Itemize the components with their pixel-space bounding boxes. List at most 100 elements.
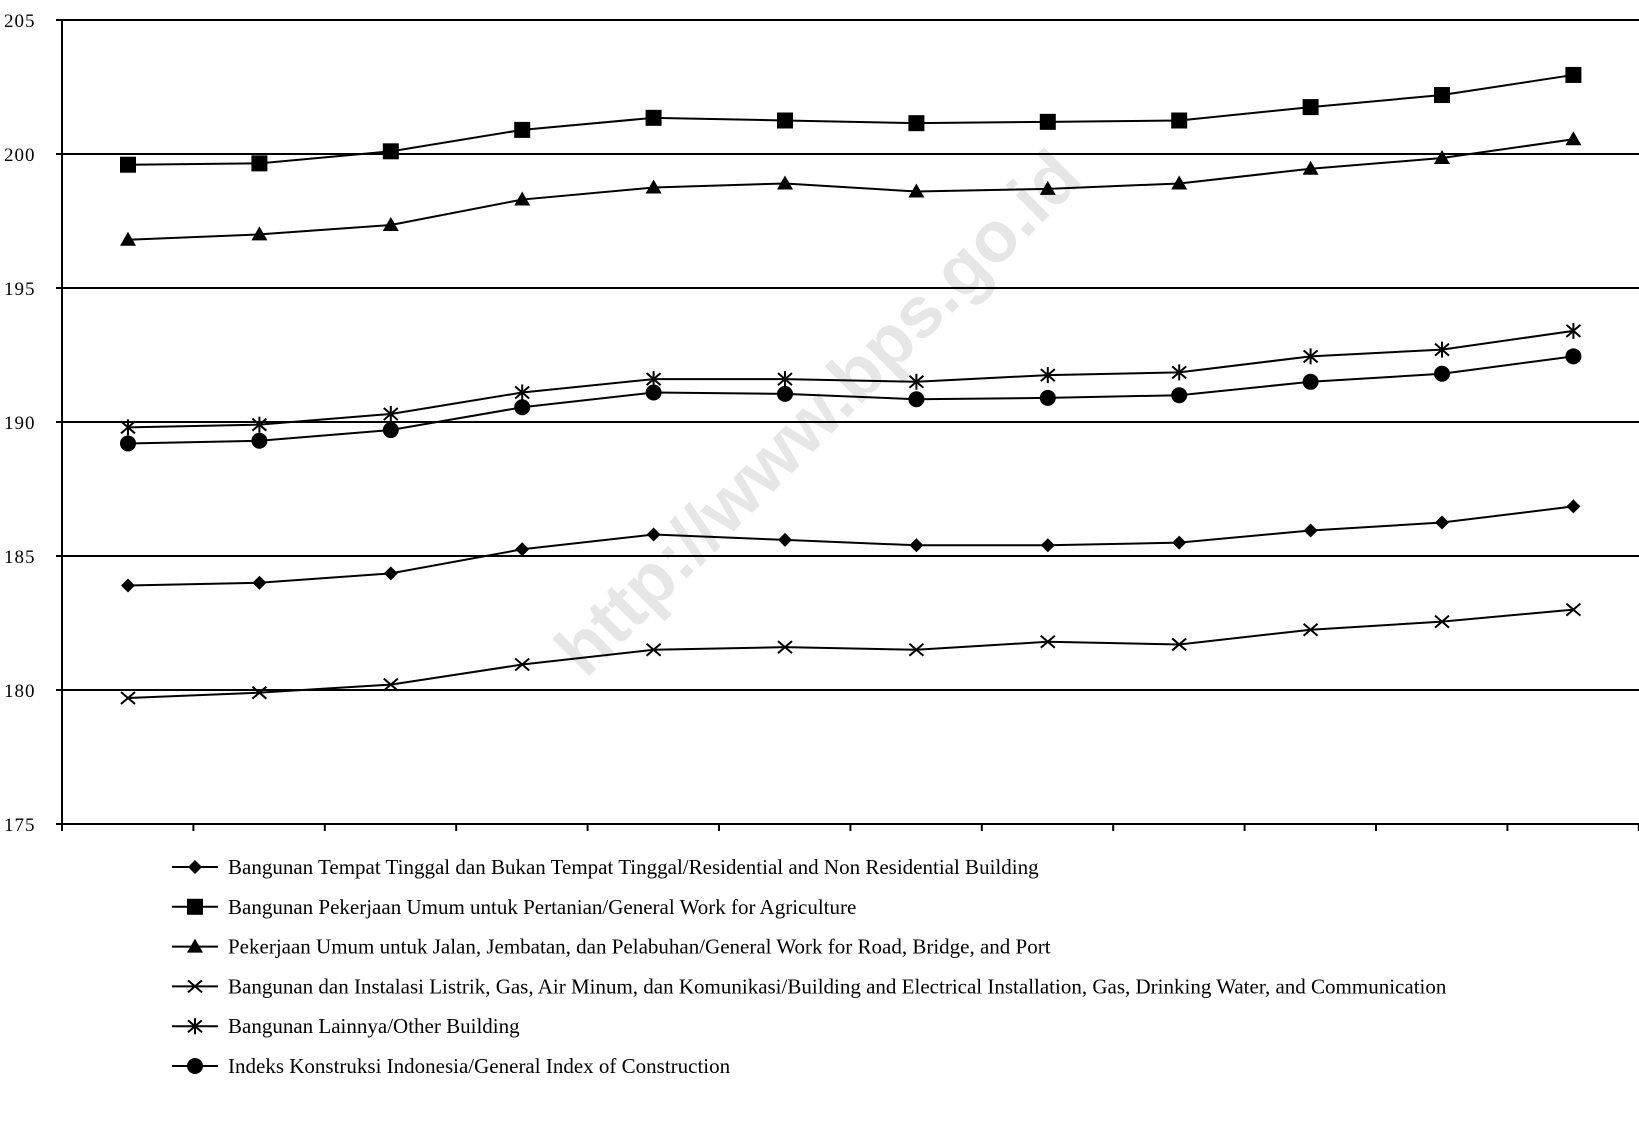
series-5-point-2 bbox=[251, 416, 268, 433]
legend-swatch-marker-2 bbox=[187, 898, 203, 915]
legend-swatch-marker-4 bbox=[187, 979, 203, 994]
series-6-point-7 bbox=[908, 391, 925, 408]
series-6-point-12 bbox=[1565, 348, 1582, 365]
series-1-point-8 bbox=[1040, 538, 1055, 553]
series-1-point-5 bbox=[646, 527, 661, 542]
series-1 bbox=[121, 499, 1581, 593]
y-axis-ticks: 175 180 185 190 195 200 205 bbox=[4, 11, 62, 836]
series-3-point-9 bbox=[1171, 175, 1188, 190]
series-5-point-11 bbox=[1434, 341, 1450, 358]
series-3-line bbox=[127, 138, 1574, 241]
legend-swatch-marker-5 bbox=[187, 1018, 203, 1035]
legend-label-2: Bangunan Pekerjaan Umum untuk Pertanian/… bbox=[228, 895, 856, 919]
series-3 bbox=[120, 131, 1582, 246]
series-4-point-6 bbox=[777, 640, 793, 654]
series-4-point-4 bbox=[514, 657, 530, 672]
series-1-point-11 bbox=[1435, 515, 1449, 530]
series-6-point-1 bbox=[120, 435, 136, 452]
series-6-point-3 bbox=[382, 422, 399, 439]
series-1-point-6 bbox=[778, 532, 792, 547]
series-3-point-1 bbox=[120, 231, 136, 246]
series-5-point-3 bbox=[383, 405, 399, 422]
series-4-point-11 bbox=[1434, 614, 1450, 629]
series-5-line bbox=[127, 329, 1574, 429]
legend-swatch-marker-1 bbox=[188, 860, 202, 874]
y-tick-label-195: 195 bbox=[4, 279, 36, 300]
legend-swatch-marker-3 bbox=[187, 938, 203, 953]
y-tick-label-190: 190 bbox=[4, 413, 36, 434]
y-tick-label-200: 200 bbox=[4, 145, 36, 166]
series-1-line bbox=[127, 505, 1574, 587]
series-1-point-1 bbox=[121, 578, 135, 593]
series-3-point-8 bbox=[1039, 180, 1056, 195]
series-3-point-5 bbox=[645, 179, 662, 194]
series-4 bbox=[120, 602, 1582, 705]
series-4-point-1 bbox=[120, 691, 136, 705]
series-3-point-12 bbox=[1565, 131, 1582, 146]
series-2 bbox=[120, 66, 1582, 173]
series-5 bbox=[120, 322, 1582, 436]
series-3-point-6 bbox=[777, 175, 793, 190]
legend-item-4: Bangunan dan Instalasi Listrik, Gas, Air… bbox=[172, 974, 1447, 998]
series-5-point-6 bbox=[777, 371, 793, 388]
series-4-point-12 bbox=[1565, 602, 1582, 617]
series-5-point-9 bbox=[1171, 364, 1187, 381]
series-5-point-8 bbox=[1040, 367, 1056, 384]
legend-label-6: Indeks Konstruksi Indonesia/General Inde… bbox=[228, 1054, 731, 1078]
legend-swatch-marker-6 bbox=[187, 1058, 203, 1074]
series-6-point-10 bbox=[1302, 373, 1319, 390]
y-tick-label-180: 180 bbox=[4, 681, 36, 702]
series-1-point-12 bbox=[1566, 499, 1581, 514]
series-3-point-3 bbox=[382, 217, 399, 232]
series-6-line bbox=[127, 355, 1574, 445]
series-4-point-9 bbox=[1171, 637, 1187, 652]
series-2-line bbox=[127, 73, 1574, 166]
series-1-point-10 bbox=[1303, 523, 1318, 538]
legend-label-5: Bangunan Lainnya/Other Building bbox=[228, 1014, 520, 1038]
y-tick-label-175: 175 bbox=[4, 815, 36, 836]
series-3-point-4 bbox=[514, 191, 531, 206]
series-3-point-10 bbox=[1302, 160, 1319, 175]
series-5-point-12 bbox=[1565, 322, 1582, 339]
series-4-point-7 bbox=[908, 643, 925, 657]
series-6 bbox=[120, 348, 1582, 452]
series-4-point-5 bbox=[645, 643, 662, 657]
series-5-point-4 bbox=[514, 384, 530, 401]
series-2-point-9 bbox=[1171, 112, 1188, 129]
legend-label-1: Bangunan Tempat Tinggal dan Bukan Tempat… bbox=[228, 855, 1039, 879]
series-6-point-9 bbox=[1171, 387, 1188, 404]
legend-item-3: Pekerjaan Umum untuk Jalan, Jembatan, da… bbox=[172, 935, 1051, 959]
series-2-point-10 bbox=[1302, 99, 1319, 116]
series-2-point-11 bbox=[1434, 87, 1450, 104]
legend: Bangunan Tempat Tinggal dan Bukan Tempat… bbox=[172, 855, 1447, 1078]
series-6-point-5 bbox=[645, 384, 662, 401]
watermark: http://www.bps.go.id bbox=[540, 135, 1095, 690]
legend-item-6: Indeks Konstruksi Indonesia/General Inde… bbox=[172, 1054, 731, 1078]
series-2-point-6 bbox=[777, 112, 793, 129]
series-3-point-11 bbox=[1434, 150, 1450, 165]
y-tick-label-185: 185 bbox=[4, 547, 36, 568]
series-3-point-2 bbox=[251, 226, 268, 241]
series-2-point-12 bbox=[1565, 66, 1582, 83]
x-axis-ticks bbox=[61, 824, 1639, 831]
series-1-point-9 bbox=[1172, 535, 1187, 550]
series-6-point-11 bbox=[1434, 365, 1450, 382]
series-6-point-8 bbox=[1039, 389, 1056, 406]
series-5-point-1 bbox=[120, 419, 136, 436]
series-4-line bbox=[127, 608, 1574, 700]
series-4-point-8 bbox=[1040, 635, 1056, 649]
series-1-point-2 bbox=[252, 575, 267, 590]
series-1-point-7 bbox=[909, 538, 924, 553]
series-2-point-5 bbox=[645, 109, 662, 126]
series-2-point-3 bbox=[382, 143, 399, 160]
legend-label-3: Pekerjaan Umum untuk Jalan, Jembatan, da… bbox=[228, 935, 1051, 959]
series-4-point-2 bbox=[251, 685, 268, 700]
legend-item-5: Bangunan Lainnya/Other Building bbox=[172, 1014, 520, 1038]
series-5-point-10 bbox=[1302, 348, 1319, 365]
gridlines bbox=[62, 19, 1639, 691]
series-2-point-1 bbox=[120, 156, 136, 173]
series-group bbox=[120, 66, 1582, 705]
series-4-point-10 bbox=[1302, 622, 1319, 637]
series-2-point-4 bbox=[514, 121, 531, 138]
series-5-point-7 bbox=[908, 373, 925, 390]
